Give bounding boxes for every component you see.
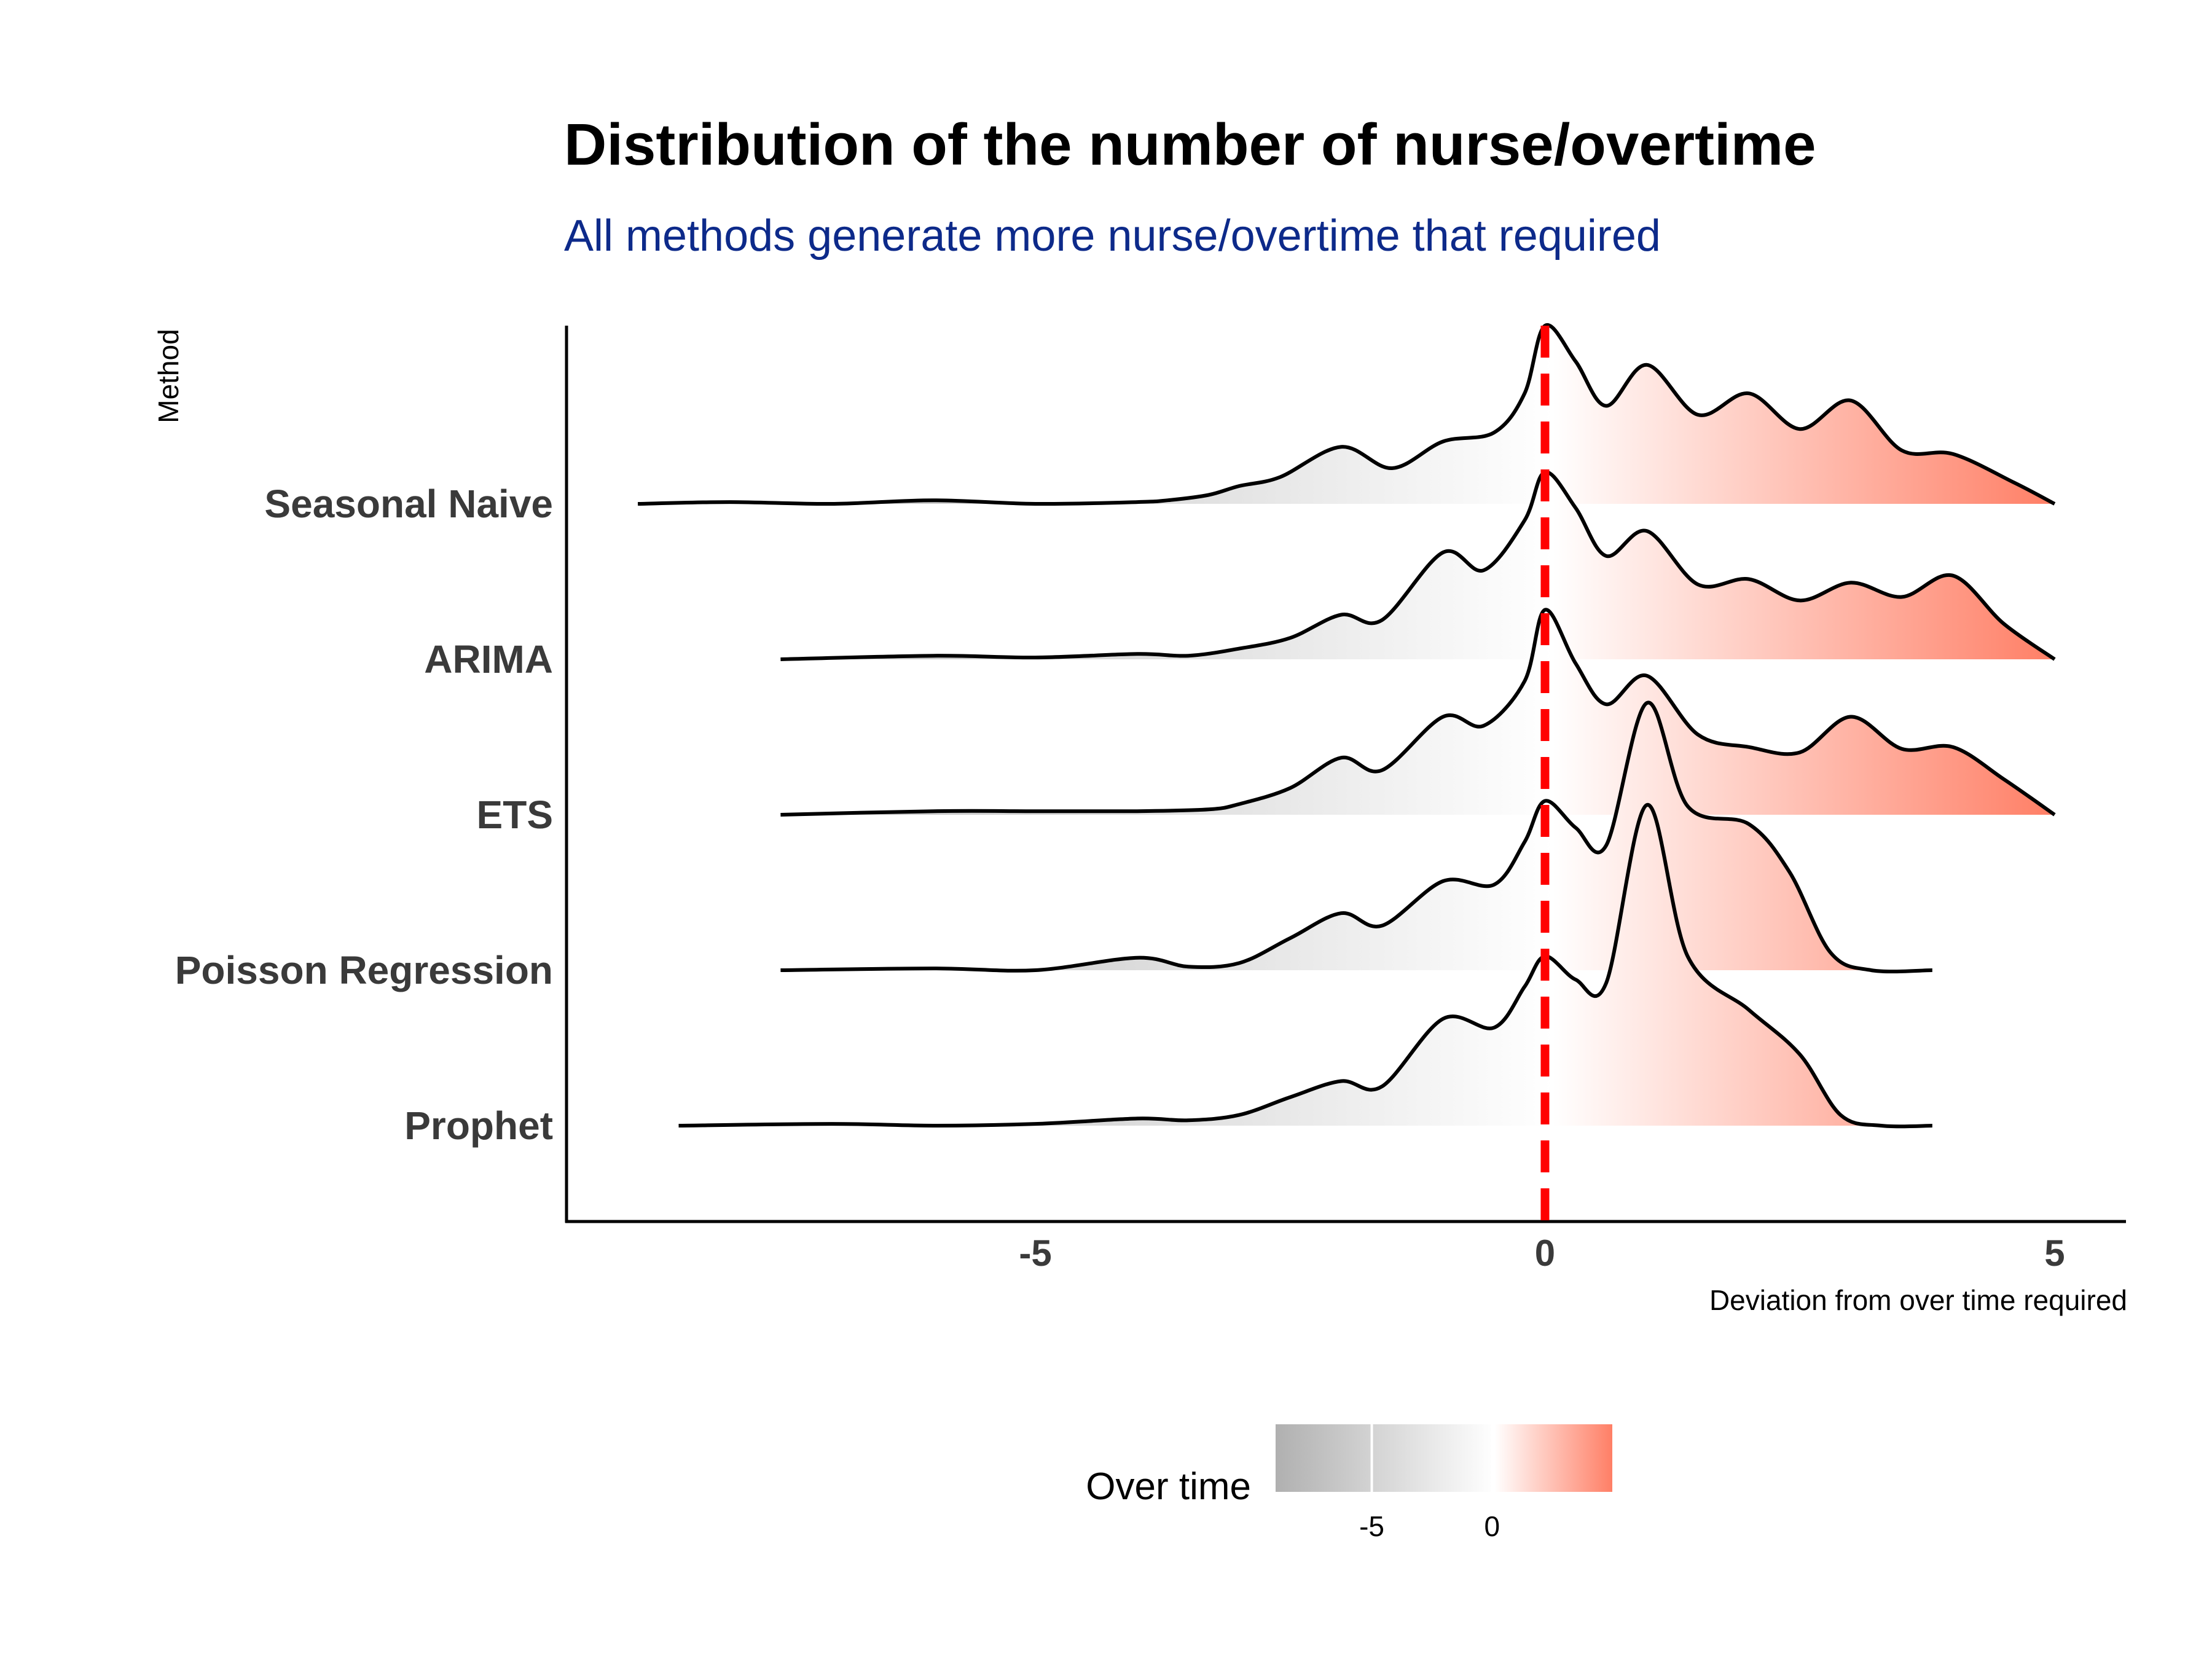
ridge-fill-prophet <box>678 804 1932 1127</box>
ridge-line-arima <box>780 470 2056 661</box>
ridges <box>638 323 2056 1129</box>
y-tick-label-ets: ETS <box>477 793 553 837</box>
legend-tick-label: 0 <box>1484 1510 1500 1542</box>
chart-title: Distribution of the number of nurse/over… <box>564 112 1816 178</box>
y-tick-label-poisson-regression: Poisson Regression <box>175 948 553 992</box>
y-tick-label-seasonal-naive: Seasonal Naive <box>264 482 553 526</box>
legend-tick-label: -5 <box>1359 1510 1384 1542</box>
ridge-line-prophet <box>678 803 1932 1129</box>
ridge-line-poisson-regression <box>780 700 1932 974</box>
y-tick-label-prophet: Prophet <box>404 1104 553 1148</box>
legend-title: Over time <box>1086 1465 1251 1508</box>
ridge-line-ets <box>780 608 2056 817</box>
x-tick-label: 0 <box>1535 1233 1555 1274</box>
ridge-fill-poisson-regression <box>780 702 1932 972</box>
chart-subtitle: All methods generate more nurse/overtime… <box>564 211 1661 261</box>
y-tick-label-arima: ARIMA <box>424 637 553 681</box>
y-axis-label: Method <box>152 329 184 423</box>
legend-colorbar <box>1276 1424 1612 1492</box>
legend: Over time -5 0 <box>1086 1424 1612 1542</box>
x-tick-label: 5 <box>2044 1233 2065 1274</box>
x-tick-labels: -5 0 5 <box>1019 1233 2065 1274</box>
y-tick-labels: Seasonal Naive ARIMA ETS Poisson Regression… <box>175 482 553 1148</box>
ridge-fill-arima <box>780 472 2055 659</box>
ridge-fill-seasonal-naive <box>638 324 2055 504</box>
x-axis-label: Deviation from over time required <box>1709 1284 2127 1316</box>
ridge-fill-ets <box>780 610 2055 815</box>
ridge-line-seasonal-naive <box>638 323 2056 506</box>
legend-ticks: -5 0 <box>1359 1424 1500 1542</box>
x-tick-label: -5 <box>1019 1233 1051 1274</box>
